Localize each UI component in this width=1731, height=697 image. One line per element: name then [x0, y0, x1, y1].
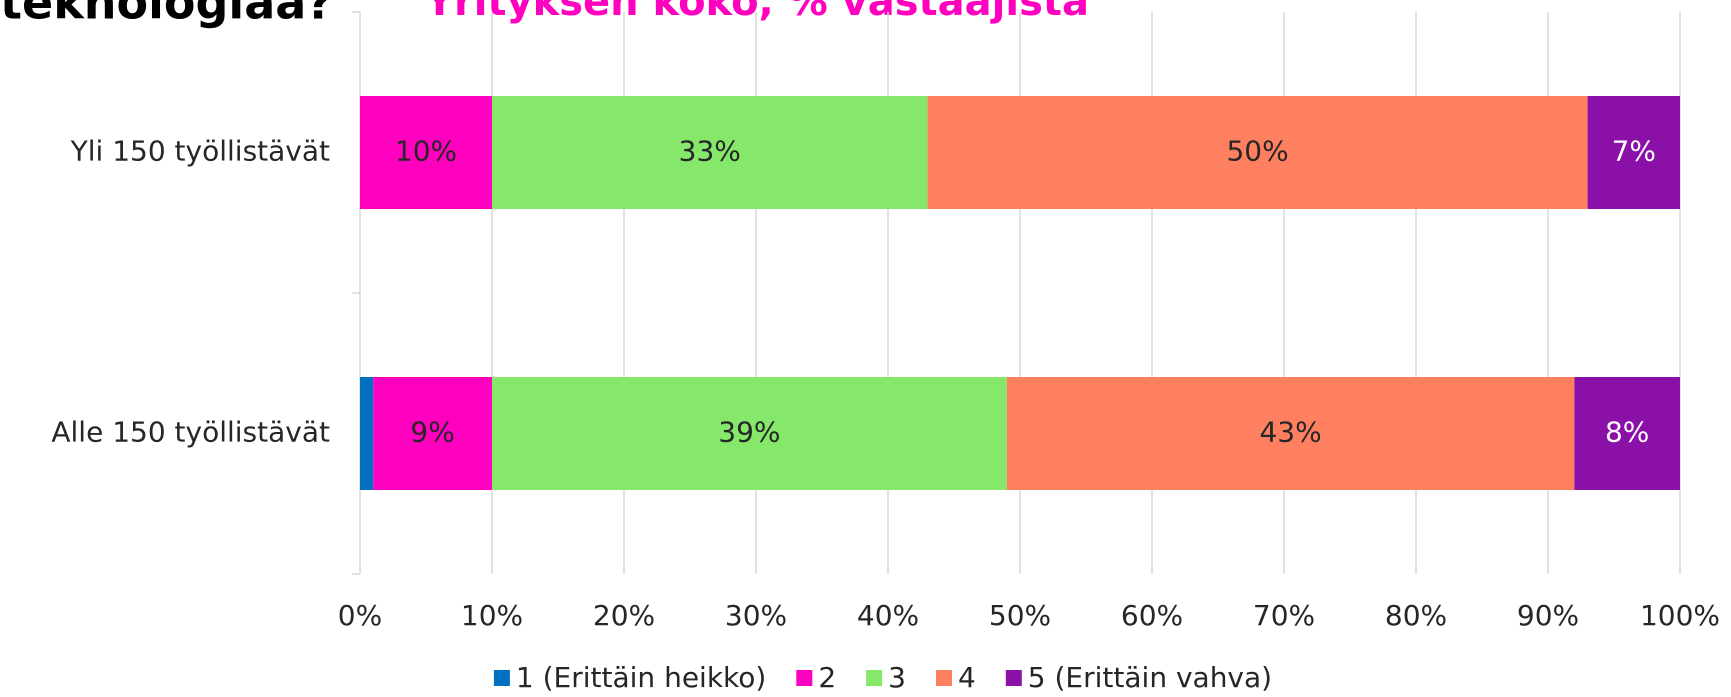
data-label: 7%	[1612, 135, 1656, 168]
bar-segment	[492, 96, 928, 209]
legend-marker	[935, 670, 952, 686]
data-label: 39%	[718, 416, 780, 449]
bar-segment	[1006, 377, 1575, 490]
bar-segment	[373, 377, 492, 490]
bar-segment	[1574, 377, 1680, 490]
x-tick-label: 90%	[1517, 599, 1579, 632]
x-tick-label: 60%	[1121, 599, 1183, 632]
legend-label: 2	[818, 661, 836, 694]
legend-label: 3	[888, 661, 906, 694]
bar-segment	[492, 377, 1007, 490]
legend-label: 5 (Erittäin vahva)	[1028, 661, 1272, 694]
legend-marker	[866, 670, 883, 686]
x-tick-label: 100%	[1640, 599, 1720, 632]
data-label: 33%	[679, 135, 741, 168]
legend-label: 4	[958, 661, 976, 694]
bar-segment	[927, 96, 1588, 209]
legend-label: 1 (Erittäin heikko)	[516, 661, 766, 694]
chart-title: teknologiaa?	[0, 0, 333, 30]
x-tick-label: 30%	[725, 599, 787, 632]
x-tick-label: 80%	[1385, 599, 1447, 632]
y-tick-label: Yli 150 työllistävät	[70, 135, 330, 168]
data-label: 43%	[1259, 416, 1321, 449]
y-tick-label: Alle 150 työllistävät	[51, 416, 330, 449]
data-label: 10%	[395, 135, 457, 168]
legend-marker	[796, 670, 813, 686]
x-tick-label: 40%	[857, 599, 919, 632]
bar-segment	[360, 96, 492, 209]
x-tick-label: 20%	[593, 599, 655, 632]
x-tick-label: 10%	[461, 599, 523, 632]
data-label: 8%	[1605, 416, 1649, 449]
legend-marker	[1005, 670, 1022, 686]
legend-marker	[493, 670, 510, 686]
x-tick-label: 70%	[1253, 599, 1315, 632]
x-tick-label: 50%	[989, 599, 1051, 632]
bar-segment	[360, 377, 374, 490]
bar-segment	[1587, 96, 1680, 209]
data-label: 9%	[410, 416, 454, 449]
x-tick-label: 0%	[338, 599, 382, 632]
data-label: 50%	[1226, 135, 1288, 168]
